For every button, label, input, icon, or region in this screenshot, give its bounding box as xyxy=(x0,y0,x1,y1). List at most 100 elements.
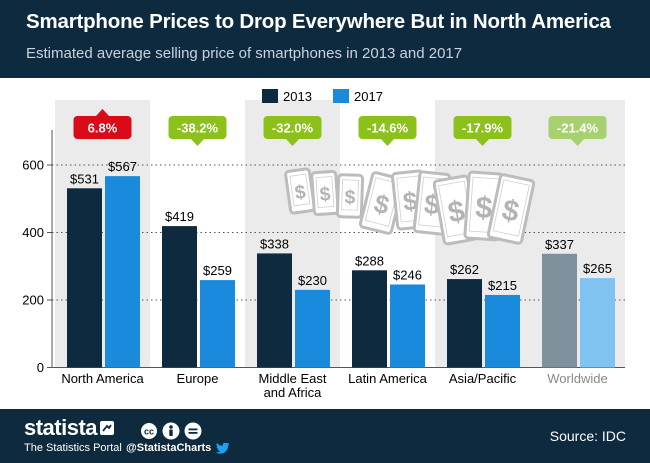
legend-swatch-2017 xyxy=(333,89,349,103)
bar-2017-4 xyxy=(485,294,520,368)
category-label: Europe xyxy=(177,371,219,386)
change-badge: -32.0% xyxy=(263,116,322,146)
change-badge: 6.8% xyxy=(73,109,132,139)
badge-box xyxy=(453,116,512,139)
dollar-sign: $ xyxy=(344,187,356,208)
arrow-up-icon xyxy=(95,109,110,117)
category-shading xyxy=(55,100,625,368)
bar-2013-0 xyxy=(67,188,102,368)
footer-bar: statista The Statistics Portal cc @Stati… xyxy=(0,409,650,463)
value-label: $265 xyxy=(583,261,612,276)
no-derivatives-icon xyxy=(184,422,202,440)
bar-2013-1 xyxy=(162,226,197,368)
twitter-icon[interactable] xyxy=(216,443,230,455)
phone-screen xyxy=(315,176,335,208)
badge-label: 6.8% xyxy=(88,121,118,136)
phone-icon: $ xyxy=(284,167,316,215)
badge-box xyxy=(168,116,227,139)
bar-2017-1 xyxy=(200,280,235,368)
change-badge: -38.2% xyxy=(168,116,227,146)
bars: $531 $419 $338 $288 $262 $337 $567 $259 $230 $246… xyxy=(67,159,615,368)
license-icons: cc xyxy=(140,422,202,440)
statista-logo: statista xyxy=(24,415,98,440)
value-label: $531 xyxy=(70,171,99,186)
phone-illustration: $ $ $ $ $ $ $ $ $ xyxy=(284,167,536,246)
phone-icon: $ xyxy=(486,173,536,245)
chart-subtitle: Estimated average selling price of smart… xyxy=(26,45,463,62)
legend-label: 2017 xyxy=(354,89,383,104)
bar-2013-3 xyxy=(352,270,387,368)
chart-title: Smartphone Prices to Drop Everywhere But… xyxy=(26,10,611,33)
dollar-sign: $ xyxy=(371,190,392,221)
attribution-icon xyxy=(162,422,180,440)
gridlines: 0 200 400 600 xyxy=(22,130,625,375)
arrow-down-icon xyxy=(570,138,585,146)
bar-2017-3 xyxy=(390,284,425,368)
phone-icon: $ xyxy=(310,169,340,217)
badge-box xyxy=(263,116,322,139)
badge-label: -14.6% xyxy=(367,121,409,136)
badge-label: -17.9% xyxy=(462,121,504,136)
dollar-sign: $ xyxy=(319,184,331,206)
badge-box xyxy=(73,116,132,139)
change-badges: 6.8% -38.2% -32.0% -14.6% -17.9% -21.4% xyxy=(73,109,607,146)
value-label: $567 xyxy=(108,159,137,174)
value-label: $419 xyxy=(165,209,194,224)
source-note: Source: IDC xyxy=(549,428,626,444)
y-tick-label: 200 xyxy=(22,293,44,308)
tagline: The Statistics Portal xyxy=(24,442,122,454)
brand-arrow-icon xyxy=(100,421,114,435)
bar-2013-5 xyxy=(542,253,577,368)
bar-2017-5 xyxy=(580,278,615,368)
bar-2017-2 xyxy=(295,289,330,368)
bar-2013-2 xyxy=(257,253,292,368)
legend-swatch-2013 xyxy=(262,89,278,103)
phone-screen xyxy=(341,179,359,211)
dollar-sign: $ xyxy=(499,193,522,229)
phone-screen xyxy=(492,179,530,237)
badge-box xyxy=(548,116,607,139)
value-label: $262 xyxy=(450,262,479,277)
bar-chart: 0 200 400 600 $ $ $ $ $ $ $ $ $ $531 $419 $338 $288 $26… xyxy=(22,89,625,400)
value-label: $246 xyxy=(393,267,422,282)
value-label: $288 xyxy=(355,253,384,268)
category-label: Latin America xyxy=(348,371,428,386)
dollar-sign: $ xyxy=(294,182,308,204)
bar-2013-4 xyxy=(447,279,482,368)
y-tick-label: 400 xyxy=(22,225,44,240)
legend: 2013 2017 xyxy=(262,89,383,104)
svg-text:cc: cc xyxy=(144,427,154,437)
y-tick-label: 600 xyxy=(22,158,44,173)
dollar-sign: $ xyxy=(474,191,493,225)
value-label: $230 xyxy=(298,273,327,288)
bar-2017-0 xyxy=(105,176,140,368)
value-label: $337 xyxy=(545,237,574,252)
header-banner: Smartphone Prices to Drop Everywhere But… xyxy=(0,0,650,78)
category-label: North America xyxy=(61,371,144,386)
badge-label: -38.2% xyxy=(177,121,219,136)
value-label: $215 xyxy=(488,278,517,293)
badge-box xyxy=(358,116,417,139)
arrow-down-icon xyxy=(285,138,300,146)
phone-icon: $ xyxy=(335,173,365,219)
twitter-handle[interactable]: @StatistaCharts xyxy=(126,442,212,454)
cc-icon: cc xyxy=(140,422,158,440)
category-label: Worldwide xyxy=(547,371,607,386)
category-label: Middle East xyxy=(259,371,327,386)
category-label: and Africa xyxy=(264,385,323,400)
change-badge: -17.9% xyxy=(453,116,512,146)
phone-screen xyxy=(289,173,311,207)
badge-label: -32.0% xyxy=(272,121,314,136)
value-label: $338 xyxy=(260,236,289,251)
arrow-down-icon xyxy=(380,138,395,146)
legend-label: 2013 xyxy=(283,89,312,104)
value-label: $259 xyxy=(203,263,232,278)
badge-label: -21.4% xyxy=(557,121,599,136)
dollar-sign: $ xyxy=(402,187,419,216)
change-badge: -21.4% xyxy=(548,116,607,146)
phone-screen xyxy=(364,177,400,227)
y-tick-label: 0 xyxy=(37,360,44,375)
arrow-down-icon xyxy=(190,138,205,146)
change-badge: -14.6% xyxy=(358,116,417,146)
